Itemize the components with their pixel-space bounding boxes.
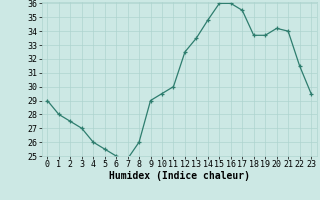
X-axis label: Humidex (Indice chaleur): Humidex (Indice chaleur) — [109, 171, 250, 181]
